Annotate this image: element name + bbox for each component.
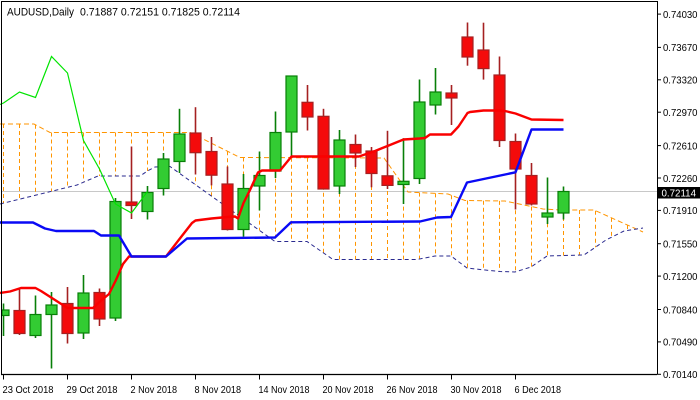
- svg-text:29 Oct 2018: 29 Oct 2018: [67, 385, 118, 396]
- svg-text:23 Oct 2018: 23 Oct 2018: [3, 385, 54, 396]
- svg-text:0.71910: 0.71910: [663, 206, 698, 217]
- svg-text:26 Nov 2018: 26 Nov 2018: [387, 385, 438, 396]
- svg-text:14 Nov 2018: 14 Nov 2018: [259, 385, 310, 396]
- svg-text:0.72260: 0.72260: [663, 174, 698, 185]
- svg-text:0.72114: 0.72114: [662, 188, 697, 199]
- svg-text:AUDUSD,Daily: AUDUSD,Daily: [7, 6, 75, 18]
- svg-text:0.74030: 0.74030: [663, 10, 698, 21]
- svg-text:0.70490: 0.70490: [663, 338, 698, 349]
- svg-text:0.71550: 0.71550: [663, 240, 698, 251]
- svg-text:0.72970: 0.72970: [663, 108, 698, 119]
- svg-text:2 Nov 2018: 2 Nov 2018: [131, 385, 178, 396]
- svg-text:20 Nov 2018: 20 Nov 2018: [323, 385, 374, 396]
- svg-text:0.72610: 0.72610: [663, 141, 698, 152]
- svg-text:0.70140: 0.70140: [663, 370, 698, 381]
- svg-text:0.73320: 0.73320: [663, 76, 698, 87]
- svg-text:0.70840: 0.70840: [663, 305, 698, 316]
- svg-text:30 Nov 2018: 30 Nov 2018: [451, 385, 502, 396]
- svg-text:8 Nov 2018: 8 Nov 2018: [195, 385, 242, 396]
- svg-text:0.71200: 0.71200: [663, 272, 698, 283]
- svg-text:0.73670: 0.73670: [663, 43, 698, 54]
- svg-text:0.71887 0.72151 0.71825 0.7211: 0.71887 0.72151 0.71825 0.72114: [80, 6, 240, 18]
- svg-text:6 Dec 2018: 6 Dec 2018: [515, 385, 562, 396]
